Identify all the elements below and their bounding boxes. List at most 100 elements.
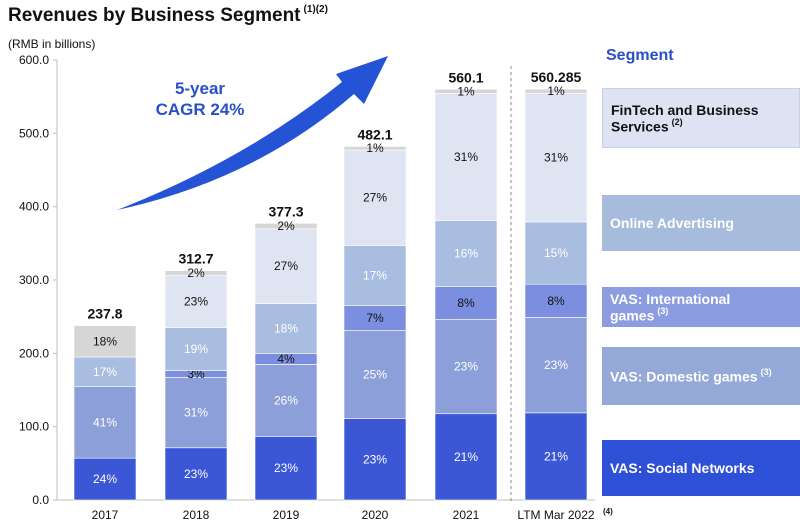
bar-segment — [343, 418, 407, 501]
bar-segment — [524, 412, 588, 501]
legend-item: FinTech and Business Services (2) — [602, 88, 800, 148]
legend-item-label: Online Advertising — [610, 215, 734, 231]
x-tick-label: LTM Mar 2022 — [517, 508, 594, 522]
bar-segment — [254, 228, 318, 304]
data-label: 15% — [544, 246, 568, 260]
x-tick-label: 2018 — [183, 508, 210, 522]
data-label: 4% — [277, 352, 295, 366]
bar-segment — [254, 303, 318, 354]
y-tick-label: 200.0 — [19, 346, 49, 360]
legend-item-label: VAS: International games (3) — [610, 290, 731, 324]
chart-title: Revenues by Business Segment (1)(2) — [8, 3, 328, 26]
data-label: 2% — [277, 219, 295, 233]
bar-segment — [73, 386, 137, 459]
data-label: 26% — [274, 393, 298, 407]
bar-segment — [434, 93, 498, 221]
total-label: 312.7 — [178, 251, 213, 267]
y-tick-label: 0.0 — [32, 493, 49, 507]
data-label: 1% — [547, 84, 565, 98]
data-label: 23% — [184, 294, 208, 308]
bar-segment — [164, 377, 228, 449]
data-label: 2% — [187, 266, 205, 280]
data-label: 1% — [366, 141, 384, 155]
data-label: 21% — [544, 449, 568, 463]
data-label: 1% — [457, 84, 475, 98]
bar-segment — [434, 220, 498, 287]
y-tick-label: 400.0 — [19, 200, 49, 214]
data-label: 23% — [274, 461, 298, 475]
bar-segment — [254, 364, 318, 437]
bar-segment — [434, 286, 498, 320]
data-label: 8% — [457, 296, 475, 310]
legend-item: VAS: Domestic games (3) — [602, 347, 800, 405]
data-label: 23% — [363, 452, 387, 466]
cagr-line2: CAGR 24% — [155, 100, 245, 119]
data-label: 18% — [93, 334, 117, 348]
data-label: 17% — [363, 269, 387, 283]
legend-item-footnote: (3) — [760, 366, 772, 377]
growth-arrow — [117, 56, 388, 210]
data-label: 17% — [93, 365, 117, 379]
cagr-callout: 5-year CAGR 24% — [140, 78, 260, 120]
y-tick-label: 300.0 — [19, 273, 49, 287]
legend-item-footnote: (2) — [671, 116, 683, 127]
y-tick-label: 500.0 — [19, 126, 49, 140]
bar-segment — [164, 327, 228, 371]
legend-item-label: FinTech and Business Services (2) — [611, 101, 759, 135]
bar-segment — [524, 317, 588, 414]
data-label: 21% — [454, 450, 478, 464]
bar-segment — [343, 146, 407, 151]
bar-segment — [73, 457, 137, 501]
x-tick-label: 2019 — [273, 508, 300, 522]
legend-item: VAS: International games (3) — [602, 287, 800, 327]
total-label: 377.3 — [268, 203, 303, 219]
data-label: 19% — [184, 342, 208, 356]
bar-segment — [524, 92, 588, 223]
bar-segment — [434, 88, 498, 94]
total-label: 560.285 — [531, 69, 582, 85]
legend-item-label: VAS: Social Networks — [610, 460, 755, 476]
x-tick-footnote: (4) — [603, 507, 613, 516]
data-label: 16% — [454, 247, 478, 261]
y-tick-label: 600.0 — [19, 53, 49, 67]
bar-segment — [343, 245, 407, 306]
data-label: 24% — [93, 472, 117, 486]
cagr-line1: 5-year — [174, 79, 226, 98]
total-label: 482.1 — [357, 126, 392, 142]
bar-segment — [434, 318, 498, 415]
data-label: 18% — [274, 321, 298, 335]
bar-segment — [164, 274, 228, 328]
data-label: 23% — [184, 467, 208, 481]
bar-segment — [73, 325, 137, 358]
legend-title: Segment — [606, 47, 674, 64]
data-label: 23% — [454, 360, 478, 374]
x-tick-label: 2021 — [453, 508, 480, 522]
bar-segment — [524, 88, 588, 94]
data-label: 23% — [544, 358, 568, 372]
data-label: 31% — [454, 150, 478, 164]
bar-segment — [524, 283, 588, 318]
legend-item-footnote: (3) — [657, 305, 669, 316]
total-label: 560.1 — [448, 69, 483, 85]
data-label: 27% — [274, 259, 298, 273]
legend-item: Online Advertising — [602, 195, 800, 251]
title-footnote: (1)(2) — [303, 3, 328, 15]
bar-segment — [434, 413, 498, 501]
total-label: 237.8 — [87, 306, 122, 322]
x-tick-label: 2017 — [92, 508, 119, 522]
data-label: 7% — [366, 311, 384, 325]
bar-segment — [343, 330, 407, 419]
bar-segment — [254, 223, 318, 230]
bar-segment — [164, 270, 228, 276]
data-label: 41% — [93, 415, 117, 429]
data-label: 31% — [544, 151, 568, 165]
bar-segment — [524, 221, 588, 285]
y-tick-label: 100.0 — [19, 420, 49, 434]
legend-item: VAS: Social Networks — [602, 440, 800, 496]
data-label: 27% — [363, 191, 387, 205]
bar-segment — [254, 436, 318, 501]
data-label: 25% — [363, 367, 387, 381]
x-tick-label: 2020 — [362, 508, 389, 522]
bar-segment — [343, 305, 407, 331]
